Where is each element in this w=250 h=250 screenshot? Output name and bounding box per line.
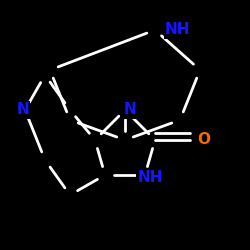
Text: NH: NH bbox=[137, 170, 163, 185]
Text: N: N bbox=[124, 102, 136, 118]
Text: O: O bbox=[198, 132, 210, 148]
Text: NH: NH bbox=[165, 22, 190, 38]
Text: N: N bbox=[16, 102, 29, 118]
